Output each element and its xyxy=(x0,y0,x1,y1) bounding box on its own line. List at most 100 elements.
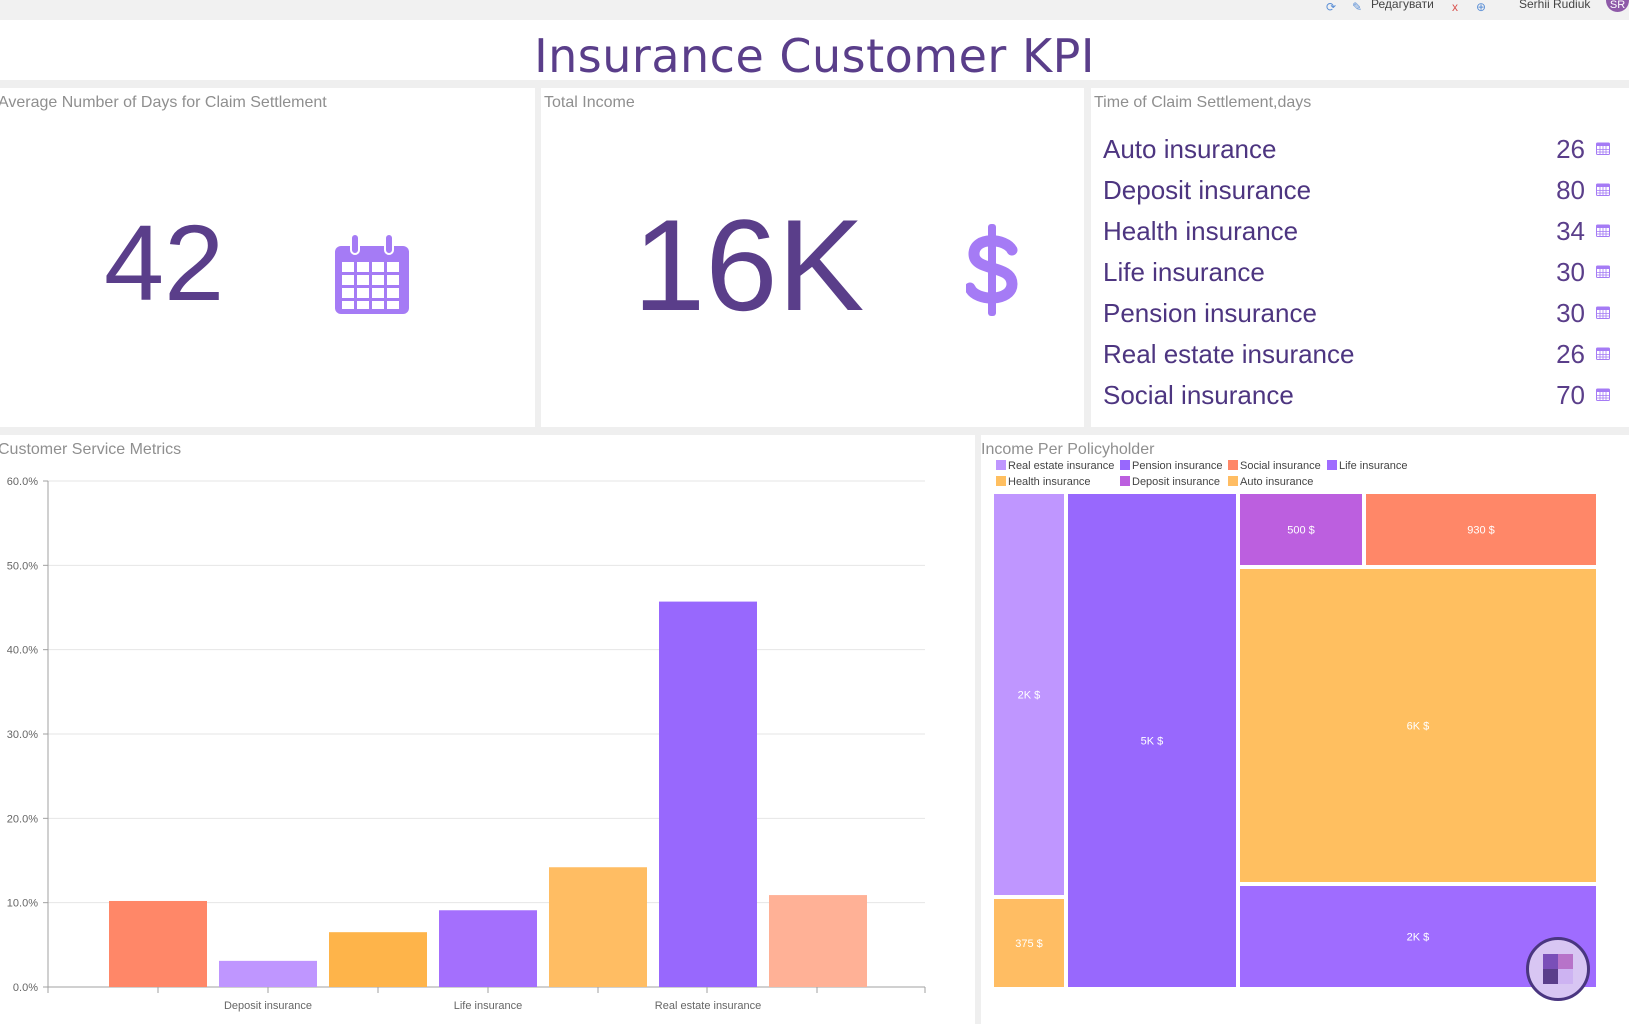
bar-chart: 0.0% 10.0% 20.0% 30.0% 40.0% 50.0% 60.0% Deposi… xyxy=(7,476,926,1012)
dollar-icon xyxy=(966,224,1018,316)
legend-swatch xyxy=(1228,476,1238,486)
calendar-icon xyxy=(1596,347,1610,360)
legend-label: Pension insurance xyxy=(1132,460,1223,472)
settlement-row: Social insurance 70 xyxy=(1103,380,1623,420)
y-tick-label: 60.0% xyxy=(7,476,38,488)
legend-swatch xyxy=(996,460,1006,470)
treemap-tile-label: 500 $ xyxy=(1287,525,1315,537)
y-tick-label: 20.0% xyxy=(7,813,38,825)
user-name[interactable]: Serhii Rudiuk xyxy=(1519,0,1591,11)
bar-chart-panel: Customer Service Metrics 0.0% 10.0% 20.0% 3… xyxy=(0,435,975,1024)
y-tick-label: 0.0% xyxy=(13,982,38,994)
legend-swatch xyxy=(1327,460,1337,470)
y-tick-label: 10.0% xyxy=(7,898,38,910)
settlement-row: Deposit insurance 80 xyxy=(1103,175,1623,215)
expand-icon[interactable]: ⊕ xyxy=(1476,0,1487,14)
legend-swatch xyxy=(1120,460,1130,470)
grid-logo-icon xyxy=(1543,954,1573,984)
treemap-tile-label: 6K $ xyxy=(1407,721,1430,733)
legend-label: Health insurance xyxy=(1008,476,1091,488)
settlement-table-panel: Time of Claim Settlement,days xyxy=(1091,88,1629,427)
pencil-icon[interactable]: ✎ xyxy=(1352,0,1363,14)
kpi-days-title: Average Number of Days for Claim Settlem… xyxy=(0,94,327,111)
treemap-chart: Real estate insurance Pension insurance So… xyxy=(992,460,1598,989)
calendar-icon xyxy=(1596,265,1610,278)
treemap-title: Income Per Policyholder xyxy=(981,441,1155,458)
settlement-row-value: 34 xyxy=(1556,216,1585,246)
legend-swatch xyxy=(996,476,1006,486)
assistant-fab-button[interactable] xyxy=(1526,937,1590,1001)
x-tick-label: Life insurance xyxy=(454,1000,523,1012)
edit-button[interactable]: Редагувати xyxy=(1371,0,1434,11)
treemap-tile xyxy=(1066,492,1238,989)
settlement-row: Real estate insurance 26 xyxy=(1103,339,1623,379)
y-tick-label: 50.0% xyxy=(7,560,38,572)
kpi-days-value: 42 xyxy=(104,202,225,323)
bar xyxy=(439,910,537,987)
treemap-tile xyxy=(1238,492,1364,567)
treemap-tile xyxy=(992,897,1066,989)
settlement-row-value: 26 xyxy=(1556,134,1585,164)
bar xyxy=(549,867,647,987)
treemap-tile xyxy=(1364,492,1598,567)
treemap-tile-label: 5K $ xyxy=(1141,736,1164,748)
settlement-row-label: Life insurance xyxy=(1103,257,1265,287)
settlement-row-value: 80 xyxy=(1556,175,1585,205)
settlement-row-value: 26 xyxy=(1556,339,1585,369)
bar xyxy=(109,900,207,987)
settlement-row-value: 70 xyxy=(1556,380,1585,410)
refresh-icon[interactable]: ⟳ xyxy=(1326,0,1337,14)
treemap-tile xyxy=(992,492,1066,897)
y-tick-label: 30.0% xyxy=(7,729,38,741)
y-tick-label: 40.0% xyxy=(7,645,38,657)
settlement-table-title: Time of Claim Settlement,days xyxy=(1094,94,1312,111)
x-tick-label: Deposit insurance xyxy=(224,1000,312,1012)
calendar-icon xyxy=(1596,306,1610,319)
legend-label: Social insurance xyxy=(1240,460,1321,472)
settlement-row: Health insurance 34 xyxy=(1103,216,1623,256)
bar xyxy=(329,932,427,987)
treemap-tile-label: 2K $ xyxy=(1018,690,1041,702)
page-title: Insurance Customer KPI xyxy=(534,29,1095,83)
settlement-row: Auto insurance 26 xyxy=(1103,134,1623,174)
treemap-panel: Income Per Policyholder Real estate insu… xyxy=(981,435,1629,1024)
bar-chart-title: Customer Service Metrics xyxy=(0,441,182,458)
bar xyxy=(219,960,317,987)
clear-filter-icon[interactable]: x xyxy=(1452,0,1458,14)
calendar-icon xyxy=(335,234,409,314)
bar xyxy=(659,601,757,987)
legend-swatch xyxy=(1228,460,1238,470)
settlement-row-label: Pension insurance xyxy=(1103,298,1317,328)
legend-swatch xyxy=(1120,476,1130,486)
legend-label: Deposit insurance xyxy=(1132,476,1220,488)
settlement-row: Life insurance 30 xyxy=(1103,257,1623,297)
kpi-income-panel: Total Income 16K xyxy=(541,88,1084,427)
settlement-row-value: 30 xyxy=(1556,298,1585,328)
settlement-row-value: 30 xyxy=(1556,257,1585,287)
kpi-income-title: Total Income xyxy=(544,94,635,111)
legend-label: Life insurance xyxy=(1339,460,1408,472)
settlement-row-label: Real estate insurance xyxy=(1103,339,1355,369)
title-bar: Insurance Customer KPI xyxy=(0,20,1629,83)
calendar-icon xyxy=(1596,142,1610,155)
top-toolbar: ⟳ ✎ Редагувати x ⊕ Serhii Rudiuk SR xyxy=(0,0,1629,20)
calendar-icon xyxy=(1596,388,1610,401)
treemap-tile-label: 2K $ xyxy=(1407,932,1430,944)
treemap-tile xyxy=(1238,567,1598,884)
x-tick-label: Real estate insurance xyxy=(655,1000,761,1012)
settlement-row-label: Deposit insurance xyxy=(1103,175,1312,205)
settlement-row-label: Health insurance xyxy=(1103,216,1299,246)
avatar[interactable]: SR xyxy=(1606,0,1629,12)
settlement-row-label: Auto insurance xyxy=(1103,134,1277,164)
settlement-row-label: Social insurance xyxy=(1103,380,1294,410)
treemap-tile-label: 375 $ xyxy=(1015,938,1043,950)
kpi-days-panel: Average Number of Days for Claim Settlem… xyxy=(0,88,535,427)
settlement-row: Pension insurance 30 xyxy=(1103,298,1623,338)
bar xyxy=(769,895,867,987)
kpi-income-value: 16K xyxy=(633,192,865,338)
calendar-icon xyxy=(1596,224,1610,237)
calendar-icon xyxy=(1596,183,1610,196)
treemap-tile-label: 930 $ xyxy=(1467,525,1495,537)
legend-label: Auto insurance xyxy=(1240,476,1313,488)
legend-label: Real estate insurance xyxy=(1008,460,1114,472)
